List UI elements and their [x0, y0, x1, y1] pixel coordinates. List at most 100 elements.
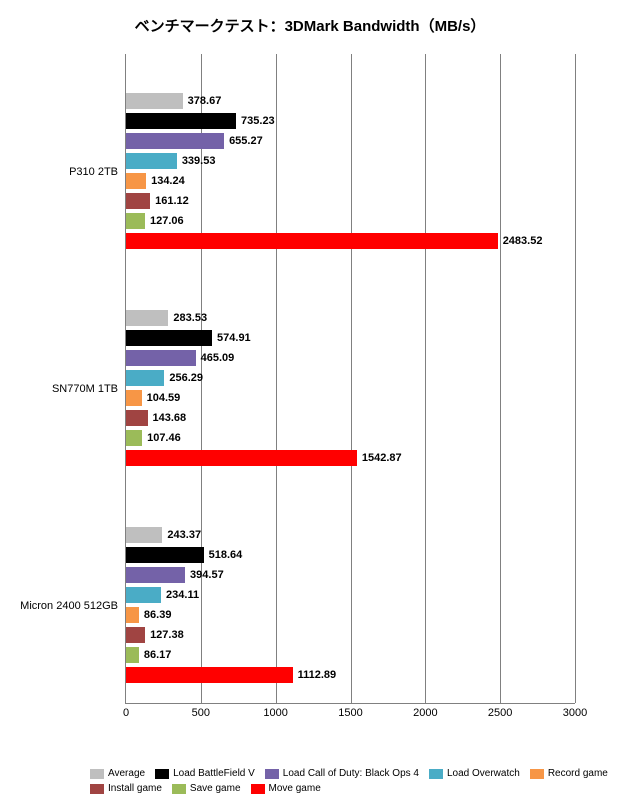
- legend-label: Load Overwatch: [447, 768, 520, 779]
- legend-label: Load BattleField V: [173, 768, 255, 779]
- grid-line: [575, 54, 576, 703]
- legend-label: Load Call of Duty: Black Ops 4: [283, 768, 419, 779]
- chart-container: ベンチマークテスト：3DMark Bandwidth（MB/s） 0500100…: [0, 0, 620, 800]
- bar-row: 127.06: [126, 212, 575, 230]
- bar-value-label: 378.67: [188, 95, 222, 107]
- bar-row: 378.67: [126, 92, 575, 110]
- bar: 378.67: [126, 93, 183, 109]
- bar: 243.37: [126, 527, 162, 543]
- legend-swatch: [429, 769, 443, 779]
- bar-row: 574.91: [126, 329, 575, 347]
- bar-value-label: 283.53: [173, 312, 207, 324]
- y-axis-label: P310 2TB: [69, 166, 118, 178]
- bar: 1112.89: [126, 667, 293, 683]
- y-axis-label: SN770M 1TB: [52, 383, 118, 395]
- bar-value-label: 86.17: [144, 649, 172, 661]
- bar-value-label: 107.46: [147, 432, 181, 444]
- plot-area: 050010001500200025003000P310 2TB378.6773…: [125, 54, 575, 704]
- bar: 394.57: [126, 567, 185, 583]
- bar-row: 127.38: [126, 626, 575, 644]
- bar: 655.27: [126, 133, 224, 149]
- legend-item: Load Overwatch: [429, 768, 520, 779]
- bar: 518.64: [126, 547, 204, 563]
- bar-row: 104.59: [126, 389, 575, 407]
- bar-row: 394.57: [126, 566, 575, 584]
- legend-label: Average: [108, 768, 145, 779]
- bar: 86.39: [126, 607, 139, 623]
- bar-row: 143.68: [126, 409, 575, 427]
- bar-row: 86.39: [126, 606, 575, 624]
- legend-item: Average: [90, 768, 145, 779]
- bar: 2483.52: [126, 233, 498, 249]
- bar: 574.91: [126, 330, 212, 346]
- x-tick-label: 1000: [263, 707, 287, 719]
- bar-row: 283.53: [126, 309, 575, 327]
- bar-row: 107.46: [126, 429, 575, 447]
- legend-swatch: [90, 769, 104, 779]
- bar-value-label: 256.29: [169, 372, 203, 384]
- bar: 104.59: [126, 390, 142, 406]
- legend-swatch: [530, 769, 544, 779]
- legend-item: Save game: [172, 783, 241, 794]
- bar-value-label: 127.06: [150, 215, 184, 227]
- y-axis-label: Micron 2400 512GB: [20, 600, 118, 612]
- bar-row: 339.53: [126, 152, 575, 170]
- bar-value-label: 104.59: [147, 392, 181, 404]
- legend-swatch: [251, 784, 265, 794]
- bar-value-label: 339.53: [182, 155, 216, 167]
- x-tick-label: 500: [192, 707, 210, 719]
- bar-row: 161.12: [126, 192, 575, 210]
- bar-row: 465.09: [126, 349, 575, 367]
- x-tick-label: 1500: [338, 707, 362, 719]
- bar-row: 2483.52: [126, 232, 575, 250]
- bar: 134.24: [126, 173, 146, 189]
- bar-value-label: 1542.87: [362, 452, 402, 464]
- bar-value-label: 243.37: [167, 529, 201, 541]
- bar-value-label: 655.27: [229, 135, 263, 147]
- bar-value-label: 394.57: [190, 569, 224, 581]
- legend-swatch: [265, 769, 279, 779]
- bar-value-label: 465.09: [201, 352, 235, 364]
- legend-label: Move game: [269, 783, 321, 794]
- bar: 86.17: [126, 647, 139, 663]
- bar-row: 234.11: [126, 586, 575, 604]
- bar-value-label: 518.64: [209, 549, 243, 561]
- legend-swatch: [155, 769, 169, 779]
- bar-value-label: 574.91: [217, 332, 251, 344]
- bar-row: 243.37: [126, 526, 575, 544]
- bar: 256.29: [126, 370, 164, 386]
- chart-title: ベンチマークテスト：3DMark Bandwidth（MB/s）: [15, 15, 605, 36]
- bar-value-label: 134.24: [151, 175, 185, 187]
- legend-item: Load BattleField V: [155, 768, 255, 779]
- bar-value-label: 86.39: [144, 609, 172, 621]
- bar-row: 655.27: [126, 132, 575, 150]
- bar-value-label: 2483.52: [503, 235, 543, 247]
- bar-value-label: 1112.89: [298, 669, 337, 681]
- x-tick-label: 0: [123, 707, 129, 719]
- bar-value-label: 143.68: [153, 412, 187, 424]
- bar-value-label: 234.11: [166, 589, 199, 601]
- bar: 234.11: [126, 587, 161, 603]
- legend-item: Move game: [251, 783, 321, 794]
- bar-row: 518.64: [126, 546, 575, 564]
- x-tick-label: 2500: [488, 707, 512, 719]
- bar: 127.06: [126, 213, 145, 229]
- bar-row: 256.29: [126, 369, 575, 387]
- legend-swatch: [90, 784, 104, 794]
- bar: 339.53: [126, 153, 177, 169]
- bar: 143.68: [126, 410, 148, 426]
- bar: 283.53: [126, 310, 168, 326]
- bar-value-label: 735.23: [241, 115, 275, 127]
- bar-row: 1542.87: [126, 449, 575, 467]
- legend-item: Record game: [530, 768, 608, 779]
- bar: 1542.87: [126, 450, 357, 466]
- bar-value-label: 127.38: [150, 629, 184, 641]
- legend-label: Record game: [548, 768, 608, 779]
- bar: 735.23: [126, 113, 236, 129]
- legend-label: Install game: [108, 783, 162, 794]
- bar: 161.12: [126, 193, 150, 209]
- bar-row: 1112.89: [126, 666, 575, 684]
- legend: Average Load BattleField V Load Call of Du…: [90, 768, 610, 794]
- legend-swatch: [172, 784, 186, 794]
- legend-label: Save game: [190, 783, 241, 794]
